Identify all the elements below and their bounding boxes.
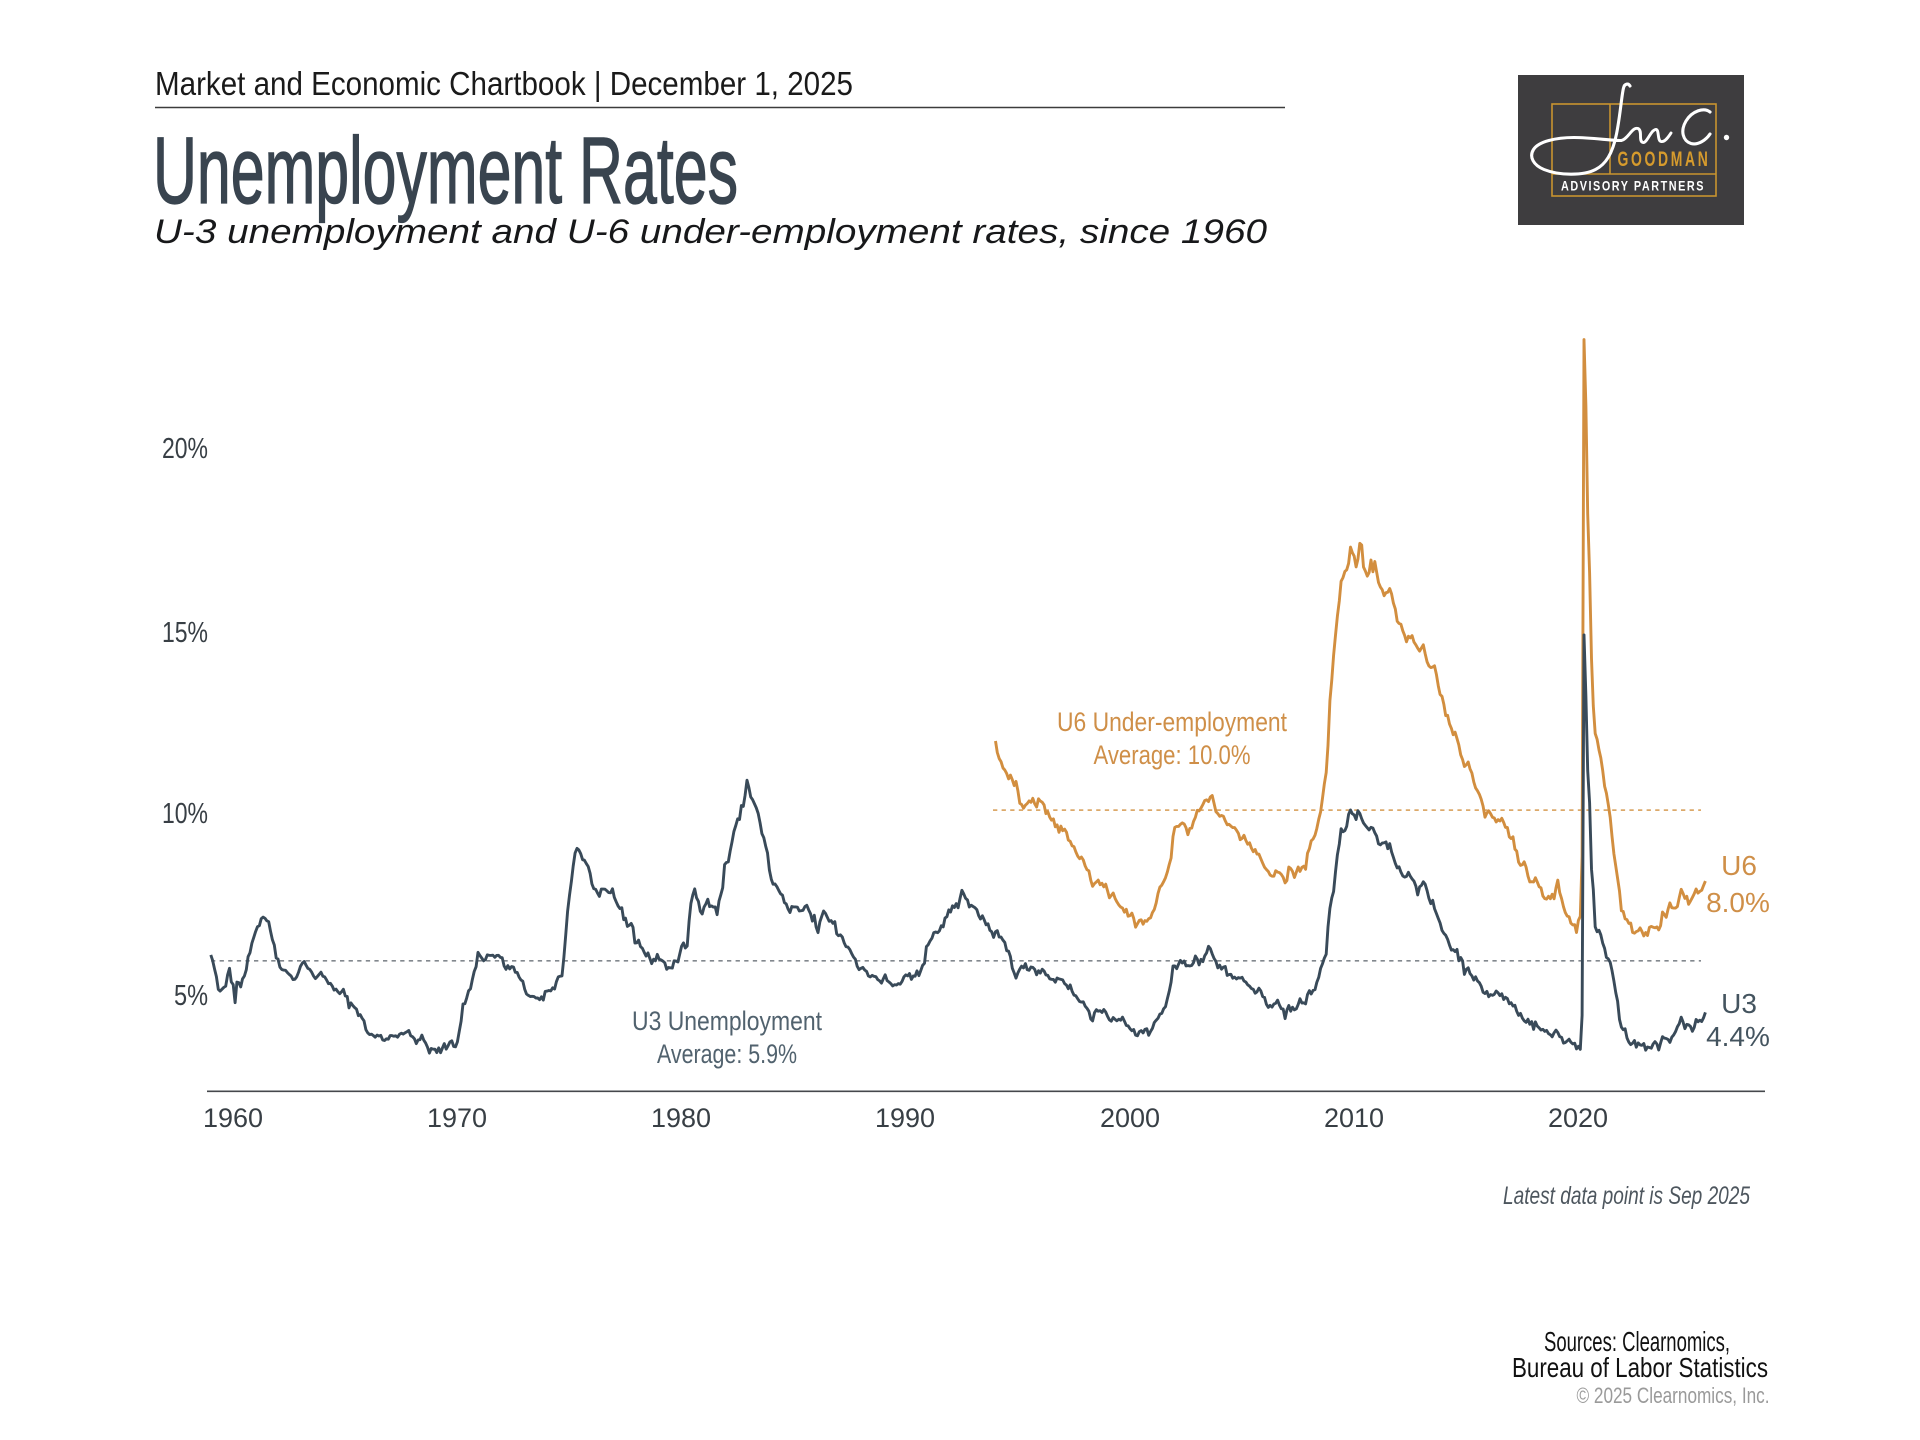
svg-text:U6: U6 bbox=[1721, 850, 1757, 881]
svg-text:Bureau of Labor Statistics: Bureau of Labor Statistics bbox=[1512, 1352, 1768, 1383]
svg-text:4.4%: 4.4% bbox=[1706, 1021, 1770, 1052]
svg-text:© 2025 Clearnomics, Inc.: © 2025 Clearnomics, Inc. bbox=[1577, 1383, 1770, 1408]
svg-text:Average: 10.0%: Average: 10.0% bbox=[1094, 740, 1251, 770]
svg-text:1960: 1960 bbox=[203, 1103, 263, 1133]
svg-text:20%: 20% bbox=[162, 433, 208, 465]
svg-text:GOODMAN: GOODMAN bbox=[1618, 148, 1711, 171]
svg-text:1990: 1990 bbox=[875, 1103, 935, 1133]
svg-text:2020: 2020 bbox=[1548, 1103, 1608, 1133]
svg-text:1980: 1980 bbox=[651, 1103, 711, 1133]
svg-text:Latest data point is Sep 2025: Latest data point is Sep 2025 bbox=[1503, 1182, 1750, 1210]
svg-text:1970: 1970 bbox=[427, 1103, 487, 1133]
svg-text:Unemployment Rates: Unemployment Rates bbox=[153, 118, 738, 224]
svg-text:2010: 2010 bbox=[1324, 1103, 1384, 1133]
svg-text:Sources: Clearnomics,: Sources: Clearnomics, bbox=[1544, 1326, 1730, 1357]
svg-text:Market and Economic Chartbook: Market and Economic Chartbook | December… bbox=[155, 65, 853, 102]
svg-text:U6 Under-employment: U6 Under-employment bbox=[1057, 707, 1287, 737]
svg-text:U3 Unemployment: U3 Unemployment bbox=[632, 1006, 822, 1036]
svg-text:8.0%: 8.0% bbox=[1706, 887, 1770, 918]
svg-text:Average: 5.9%: Average: 5.9% bbox=[657, 1039, 797, 1069]
svg-text:U3: U3 bbox=[1721, 988, 1757, 1019]
svg-text:5%: 5% bbox=[174, 980, 208, 1012]
svg-text:10%: 10% bbox=[162, 798, 208, 830]
svg-text:ADVISORY PARTNERS: ADVISORY PARTNERS bbox=[1561, 178, 1705, 194]
svg-text:15%: 15% bbox=[162, 617, 208, 649]
svg-text:U-3 unemployment and U-6 under: U-3 unemployment and U-6 under-employmen… bbox=[154, 213, 1267, 251]
svg-text:2000: 2000 bbox=[1100, 1103, 1160, 1133]
